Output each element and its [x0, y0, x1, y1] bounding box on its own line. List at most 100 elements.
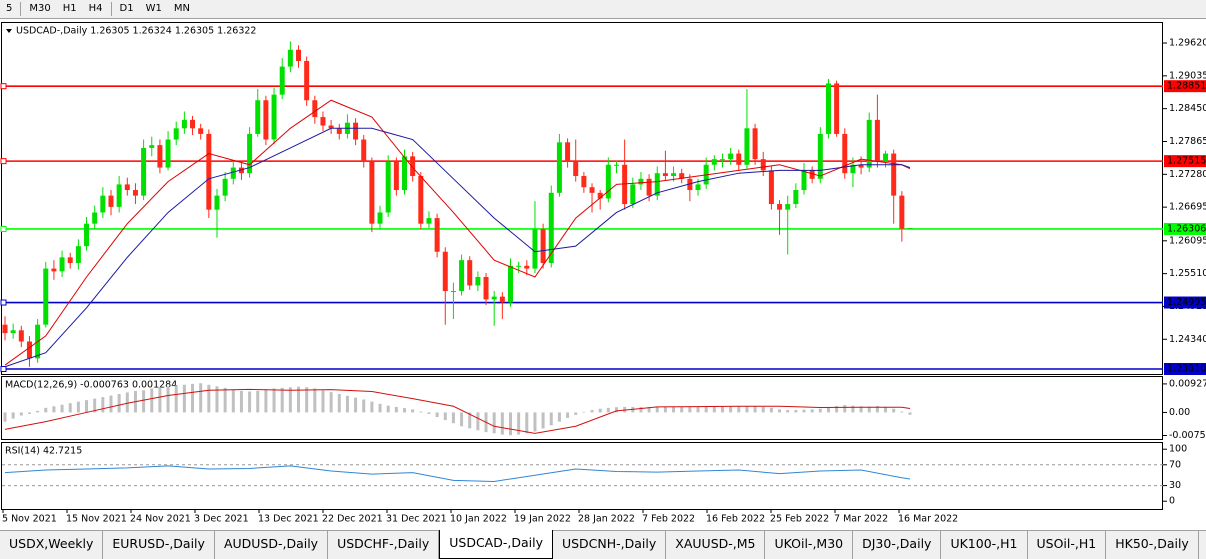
macd-histogram-bar [769, 407, 773, 413]
macd-histogram-bar [182, 384, 186, 413]
candle-body [858, 164, 864, 168]
candle-body [336, 128, 342, 134]
macd-histogram-bar [297, 386, 301, 413]
macd-histogram-bar [239, 390, 243, 413]
timeframe-button[interactable]: W1 [145, 3, 162, 14]
candle-body [817, 133, 823, 179]
chart-tab[interactable]: USDCHF-,Daily [328, 531, 440, 559]
macd-histogram-bar [142, 390, 146, 413]
candle-body [728, 153, 734, 160]
macd-histogram-bar [150, 388, 154, 413]
rsi-line [4, 465, 911, 482]
candle-body [75, 246, 81, 263]
level-price-label: 1.23810 [1167, 364, 1206, 375]
macd-histogram-bar [305, 387, 309, 413]
macd-histogram-bar [508, 412, 512, 436]
timeframe-button[interactable]: D1 [119, 3, 134, 14]
candle-body [353, 122, 359, 140]
x-tick-label: 7 Mar 2022 [834, 514, 888, 525]
y-tick-label: 1.29620 [1169, 38, 1206, 49]
chart-tab[interactable]: UKOil-,M30 [765, 531, 854, 559]
candle-body [760, 159, 766, 171]
macd-histogram-bar [158, 387, 162, 413]
candle-body [565, 142, 571, 162]
macd-histogram-bar [174, 385, 178, 413]
chart-tab[interactable]: XAUUSD-,M5 [666, 531, 766, 559]
candle-body [214, 195, 220, 210]
macd-histogram-bar [574, 412, 578, 415]
y-tick-label: 1.29035 [1169, 70, 1206, 81]
candle-body [785, 204, 791, 210]
macd-histogram-bar [264, 389, 268, 413]
macd-histogram-bar [598, 408, 602, 413]
x-tick-label: 7 Feb 2022 [642, 514, 695, 525]
chart: USDCAD-,Daily 1.26305 1.26324 1.26305 1.… [0, 19, 1206, 530]
macd-histogram-bar [403, 408, 407, 413]
candle-body [181, 119, 187, 129]
macd-histogram-bar [541, 412, 545, 429]
macd-histogram-bar [761, 406, 765, 413]
candle-body [516, 265, 522, 267]
macd-histogram-bar [476, 412, 480, 431]
macd-histogram-bar [786, 409, 790, 413]
macd-histogram-bar [11, 412, 15, 419]
chart-tab[interactable]: UK100-,H1 [941, 531, 1028, 559]
dropdown-icon[interactable] [6, 29, 12, 33]
candle-body [646, 178, 652, 196]
candle-body [67, 257, 73, 263]
y-tick-label: 30 [1169, 480, 1181, 491]
candle-body [10, 330, 16, 334]
macd-histogram-bar [517, 412, 521, 435]
chart-tab[interactable]: USDX,Weekly [0, 531, 104, 559]
candle-body [719, 159, 725, 161]
candle-body [361, 139, 367, 162]
candle-body [556, 142, 562, 193]
candle-body [426, 218, 432, 224]
candle-body [899, 195, 905, 229]
chart-tab[interactable]: USDCNH-,Daily [553, 531, 667, 559]
separator [20, 2, 22, 16]
macd-histogram-bar [76, 401, 80, 413]
timeframe-button[interactable]: H4 [88, 3, 103, 14]
candle-body [59, 257, 65, 272]
macd-histogram-bar [231, 389, 235, 413]
chart-tab[interactable]: AUDUSD-,Daily [215, 531, 329, 559]
candle-body [630, 184, 636, 205]
timeframe-button[interactable]: H1 [62, 3, 77, 14]
candle-body [149, 145, 155, 148]
candle-body [418, 175, 424, 224]
candle-body [165, 139, 171, 168]
macd-histogram-bar [867, 406, 871, 413]
macd-histogram-bar [109, 395, 113, 413]
chart-tab[interactable]: HK50-,Daily [1106, 531, 1199, 559]
macd-histogram-bar [435, 412, 439, 418]
candle-body [230, 167, 236, 179]
macd-histogram-bar [745, 405, 749, 413]
candle-body [842, 133, 848, 174]
macd-histogram-bar [647, 406, 651, 413]
macd-histogram-bar [843, 405, 847, 413]
chart-tab[interactable]: DJ30-,Daily [853, 531, 942, 559]
candle-body [51, 268, 57, 272]
chart-tab[interactable]: USOil-,H1 [1028, 531, 1107, 559]
chart-tab[interactable]: USDCAD-,Daily [439, 530, 553, 559]
level-price-box [1164, 80, 1206, 93]
macd-histogram-bar [533, 412, 537, 432]
chart-tab[interactable]: EURUSD-,Daily [103, 531, 215, 559]
candle-body [589, 187, 595, 193]
candle-body [206, 133, 212, 210]
level-price-label: 1.26306 [1167, 223, 1206, 234]
candle-body [825, 83, 831, 134]
macd-histogram-bar [826, 407, 830, 413]
macd-histogram-bar [36, 410, 40, 413]
timeframe-button[interactable]: M30 [29, 3, 51, 14]
macd-histogram-bar [557, 412, 561, 422]
timeframe-button[interactable]: 5 [6, 3, 13, 14]
timeframe-button[interactable]: MN [173, 3, 190, 14]
macd-histogram-bar [191, 383, 195, 413]
y-tick-label: 1.27280 [1169, 169, 1206, 180]
macd-histogram-bar [672, 406, 676, 413]
macd-histogram-bar [460, 412, 464, 427]
candle-body [173, 128, 179, 140]
level-price-label: 1.28851 [1167, 81, 1206, 92]
